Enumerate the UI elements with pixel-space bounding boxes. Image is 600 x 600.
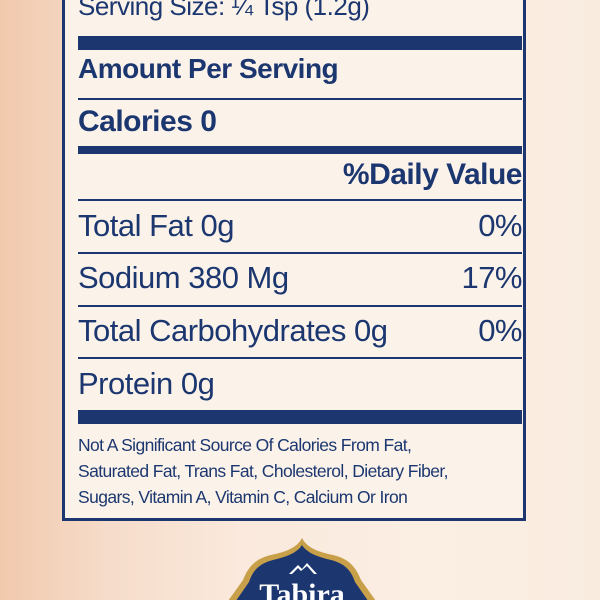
footnote: Not A Significant Source Of Calories Fro… (78, 432, 522, 510)
amount-per-serving: Amount Per Serving (78, 53, 522, 85)
nutrient-name: Total Carbohydrates 0g (78, 313, 388, 348)
daily-value-header-text: %Daily Value (342, 158, 523, 191)
medium-divider (78, 146, 522, 154)
nutrient-row-protein: Protein 0g (78, 366, 522, 402)
divider (78, 357, 522, 359)
brand-name: Tabira (259, 578, 345, 600)
nutrition-label-panel (62, 0, 526, 521)
footnote-line: Saturated Fat, Trans Fat, Cholesterol, D… (78, 461, 449, 481)
divider (78, 199, 522, 201)
brand-logo: Tabira (228, 538, 376, 600)
footnote-line: Not A Significant Source Of Calories Fro… (78, 435, 412, 455)
nutrient-name: Protein 0g (78, 366, 215, 401)
divider (78, 305, 522, 307)
nutrient-percent: 0% (478, 313, 522, 348)
serving-size: Serving Size: ¼ Tsp (1.2g) (78, 0, 522, 22)
nutrient-percent: 0% (478, 208, 522, 243)
nutrient-name: Total Fat 0g (78, 208, 234, 243)
calories: Calories 0 (78, 105, 522, 139)
calories-text: Calories 0 (78, 105, 217, 138)
serving-size-text: Serving Size: ¼ Tsp (1.2g) (78, 0, 370, 21)
thick-divider (78, 36, 522, 50)
nutrient-row-sodium: Sodium 380 Mg 17% (78, 260, 522, 296)
nutrient-percent: 17% (461, 260, 522, 295)
thick-divider (78, 410, 522, 424)
nutrient-row-total-carbohydrates: Total Carbohydrates 0g 0% (78, 313, 522, 349)
divider (78, 98, 522, 100)
daily-value-header: %Daily Value (78, 158, 523, 192)
amount-per-serving-text: Amount Per Serving (78, 53, 339, 84)
divider (78, 252, 522, 254)
nutrient-name: Sodium 380 Mg (78, 260, 289, 295)
footnote-line: Sugars, Vitamin A, Vitamin C, Calcium Or… (78, 487, 408, 507)
nutrient-row-total-fat: Total Fat 0g 0% (78, 208, 522, 244)
